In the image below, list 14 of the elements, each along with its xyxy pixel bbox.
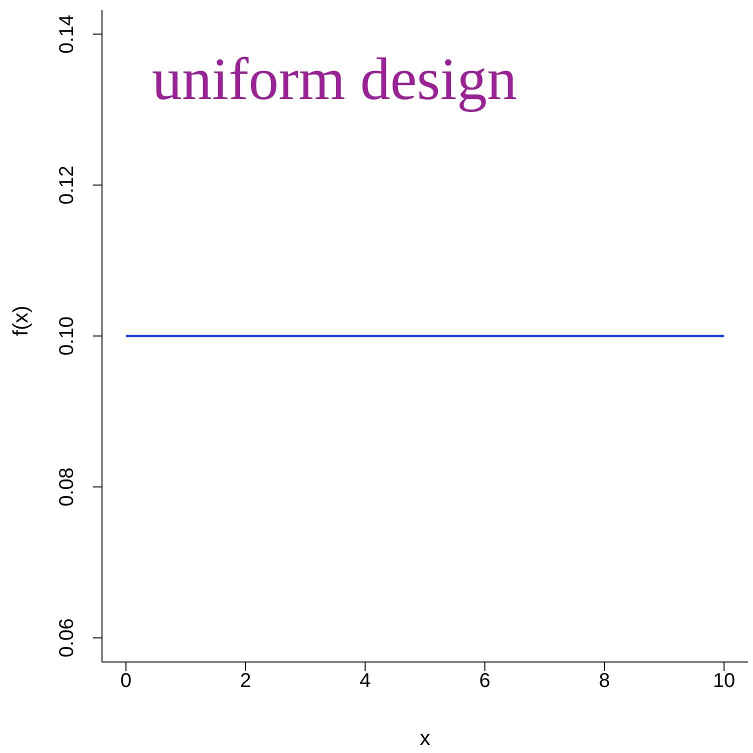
- y-tick-label: 0.14: [56, 14, 78, 54]
- y-tick-label: 0.10: [56, 316, 78, 356]
- x-tick-label: 2: [240, 670, 252, 692]
- x-tick-label: 4: [360, 670, 371, 692]
- y-axis-title: f(x): [9, 306, 32, 336]
- annotation: uniform design: [152, 45, 517, 114]
- x-axis-title: x: [420, 727, 431, 750]
- y-tick-label: 0.08: [56, 467, 78, 506]
- x-tick-label: 6: [479, 670, 490, 692]
- y-tick-label: 0.12: [56, 166, 78, 205]
- y-tick-label: 0.06: [56, 618, 78, 658]
- x-tick-label: 10: [712, 670, 736, 692]
- x-tick-label: 0: [120, 670, 132, 692]
- x-tick-label: 8: [598, 670, 610, 692]
